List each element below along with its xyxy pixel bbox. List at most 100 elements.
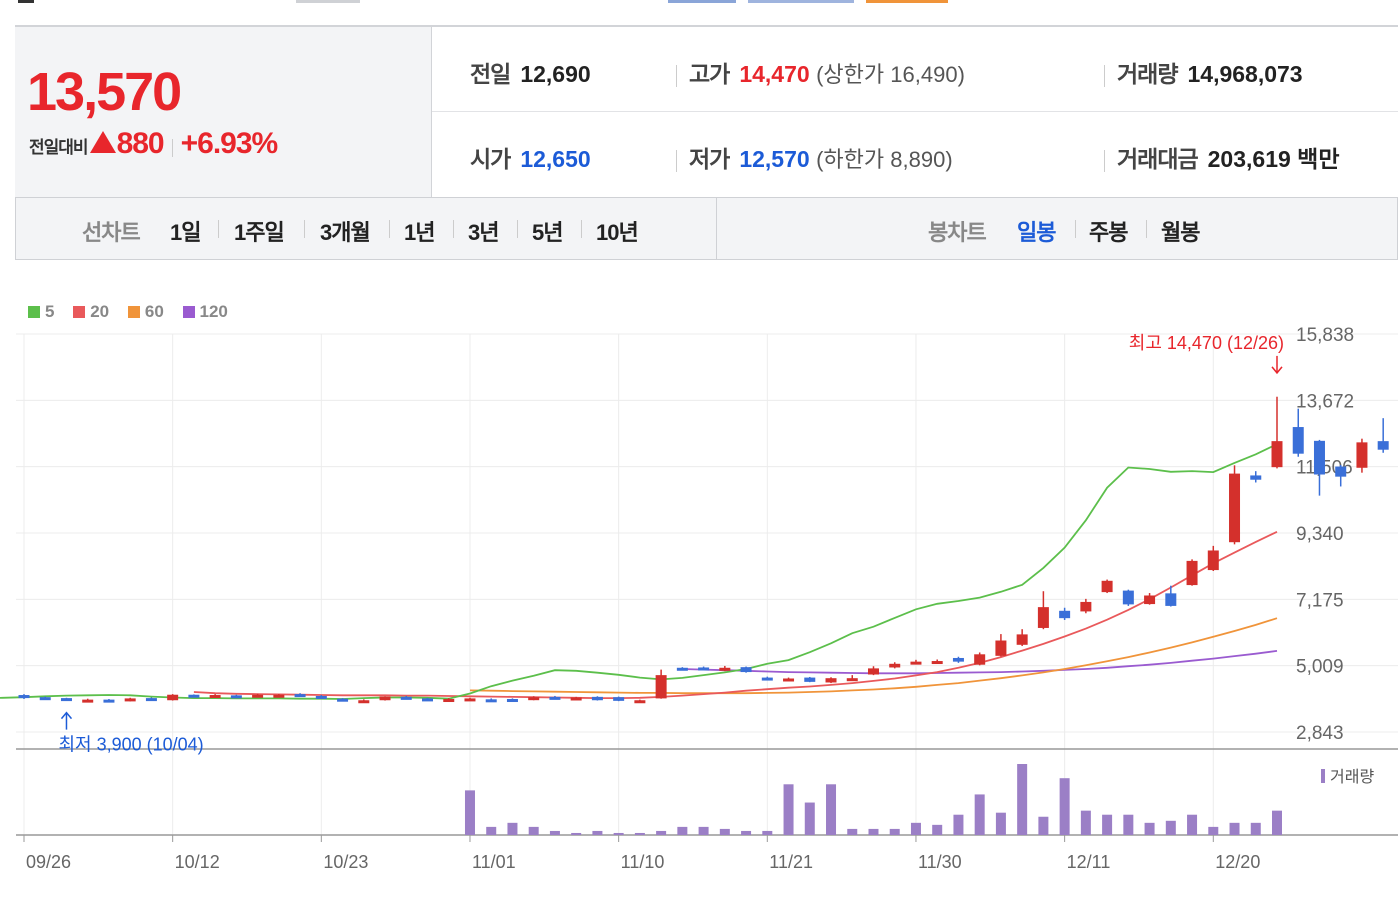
x-tick-label: 10/12: [175, 852, 220, 872]
change-label: 전일대비: [29, 138, 89, 157]
candle-body: [443, 699, 455, 703]
candle-body: [613, 697, 625, 701]
candle-body: [846, 678, 858, 682]
candle-body: [1122, 590, 1134, 605]
candle-body: [485, 699, 497, 703]
toolbar-fragment: [18, 0, 34, 3]
volume-bar: [1059, 778, 1070, 835]
period-3y[interactable]: 3년: [468, 220, 500, 245]
candle-body: [931, 661, 943, 665]
candle-body: [974, 654, 986, 665]
volume-bar: [571, 832, 582, 835]
volume-bar: [868, 828, 879, 835]
prev-close-value: 12,690: [520, 61, 591, 87]
volume-bar: [464, 790, 475, 835]
min-annotation: 최저 3,900 (10/04): [58, 735, 203, 755]
upper-limit: (상한가 16,490): [816, 62, 965, 87]
volume-bar: [656, 830, 667, 835]
candle-body: [506, 699, 518, 703]
toolbar-fragment: [748, 0, 854, 3]
candle-body: [1037, 607, 1049, 628]
candle-body: [1356, 442, 1368, 468]
candle-body: [719, 667, 731, 671]
candle-body: [422, 698, 434, 702]
amount-value: 203,619: [1207, 146, 1291, 172]
x-tick-label: 12/20: [1215, 852, 1260, 872]
candle-body: [889, 663, 901, 668]
volume-bar: [634, 832, 645, 835]
candle-body: [952, 657, 964, 662]
candle-weekly[interactable]: 주봉: [1089, 220, 1128, 245]
candle-chart-label: 봉차트: [928, 220, 987, 245]
volume-bar: [592, 830, 603, 835]
period-3m[interactable]: 3개월: [320, 220, 371, 245]
candle-body: [82, 699, 94, 703]
volume-bar: [507, 822, 518, 835]
candle-body: [273, 694, 285, 698]
period-1y[interactable]: 1년: [404, 220, 436, 245]
legend-swatch: [182, 306, 195, 318]
candle-body: [1335, 466, 1347, 477]
ma60-line: [469, 617, 1278, 695]
divider: [1075, 220, 1076, 238]
legend-ma5: 5: [28, 302, 54, 322]
toolbar-fragment: [296, 0, 360, 3]
volume-bar: [1017, 764, 1028, 835]
line-chart-label: 선차트: [82, 220, 141, 245]
up-triangle-icon: [89, 131, 116, 153]
legend-label: 20: [90, 302, 110, 321]
volume-legend-swatch: [1321, 769, 1325, 783]
candle-body: [804, 677, 816, 682]
candle-body: [1144, 595, 1156, 605]
high-value: 14,470: [739, 61, 810, 87]
ma20-line: [193, 530, 1278, 699]
candle-body: [1016, 634, 1028, 645]
low-label: 저가: [689, 146, 730, 172]
candle-monthly[interactable]: 월봉: [1161, 220, 1200, 245]
volume-bar: [1080, 810, 1091, 835]
candle-body: [230, 695, 242, 699]
divider: [581, 220, 582, 238]
volume-bar: [762, 830, 773, 835]
x-tick-label: 11/01: [472, 852, 516, 872]
amount-cell: 거래대금 203,619 백만: [1104, 140, 1340, 174]
amount-label: 거래대금: [1117, 146, 1199, 172]
period-10y[interactable]: 10년: [596, 220, 639, 245]
volume-bar: [698, 826, 709, 835]
period-1d[interactable]: 1일: [170, 220, 202, 245]
candle-body: [252, 694, 264, 698]
change-percent: +6.93%: [180, 127, 279, 160]
volume-bar: [528, 826, 539, 835]
candle-chart-types: 봉차트 일봉 주봉 월봉: [717, 198, 1397, 259]
legend-label: 120: [199, 302, 228, 321]
divider: [389, 220, 390, 238]
period-1w[interactable]: 1주일: [234, 220, 285, 245]
volume-bar: [1229, 822, 1240, 835]
y-tick-label: 2,843: [1296, 723, 1344, 744]
candle-body: [1292, 427, 1304, 454]
legend-ma20: 20: [73, 302, 109, 322]
top-toolbar-remnant: [0, 0, 1398, 6]
period-5y[interactable]: 5년: [532, 220, 564, 245]
candle-body: [315, 695, 327, 699]
candle-body: [294, 694, 306, 698]
volume-bar: [1123, 814, 1134, 835]
volume-legend-label: 거래량: [1330, 768, 1374, 786]
candle-body: [1080, 601, 1092, 612]
candle-body: [337, 698, 349, 702]
candle-body: [634, 700, 646, 704]
candle-body: [60, 698, 72, 702]
candle-body: [591, 696, 603, 701]
candle-body: [124, 698, 136, 702]
candle-body: [1250, 475, 1262, 480]
legend-swatch: [127, 306, 140, 318]
volume-bar: [613, 832, 624, 835]
volume-cell: 거래량 14,968,073: [1104, 55, 1303, 89]
x-tick-label: 11/21: [769, 852, 813, 872]
volume-bar: [932, 824, 943, 835]
candle-daily[interactable]: 일봉: [1017, 220, 1056, 245]
volume-bar: [783, 784, 794, 835]
candle-body: [528, 697, 540, 701]
low-value: 12,570: [739, 146, 810, 172]
current-price: 13,570: [27, 62, 182, 122]
